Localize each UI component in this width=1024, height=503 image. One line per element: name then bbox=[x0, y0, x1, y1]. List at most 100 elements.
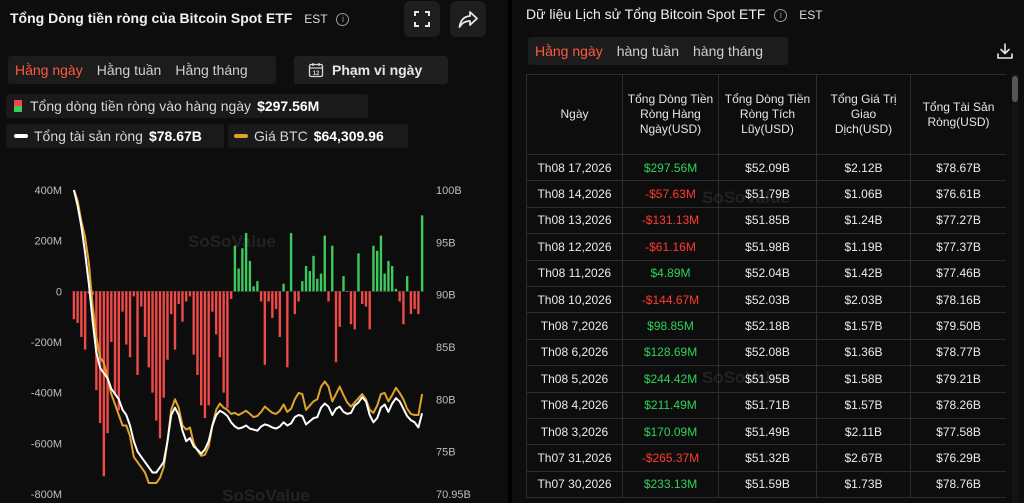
flow-bar[interactable] bbox=[233, 245, 237, 292]
flow-bar[interactable] bbox=[173, 291, 177, 350]
tab-daily[interactable]: Hằng ngày bbox=[535, 43, 603, 59]
flow-bar[interactable] bbox=[237, 268, 240, 292]
flow-bar[interactable] bbox=[394, 288, 398, 292]
flow-bar[interactable] bbox=[83, 291, 87, 350]
tab-monthly[interactable]: hàng tháng bbox=[693, 43, 764, 59]
flow-bar[interactable] bbox=[214, 291, 218, 335]
table-scrollbar[interactable] bbox=[1012, 74, 1018, 503]
flow-bar[interactable] bbox=[331, 245, 334, 292]
flow-bar[interactable] bbox=[207, 291, 210, 406]
flow-bar[interactable] bbox=[252, 286, 255, 292]
flow-bar[interactable] bbox=[323, 235, 326, 292]
flow-bar[interactable] bbox=[218, 291, 222, 358]
flow-bar[interactable] bbox=[196, 291, 199, 375]
flow-bar[interactable] bbox=[143, 291, 147, 337]
flow-bar[interactable] bbox=[297, 291, 300, 302]
flow-bar[interactable] bbox=[379, 235, 383, 292]
flow-bar[interactable] bbox=[390, 266, 394, 292]
tab-daily[interactable]: Hằng ngày bbox=[15, 62, 83, 78]
table-row[interactable]: Th08 4,2026 $211.49M $51.71B $1.57B $78.26B bbox=[526, 392, 1006, 419]
flow-bar[interactable] bbox=[312, 255, 315, 292]
flow-bar[interactable] bbox=[278, 291, 282, 337]
flow-bar[interactable] bbox=[140, 291, 143, 307]
flow-bar[interactable] bbox=[349, 291, 353, 325]
date-range-button[interactable]: 12 Phạm vi ngày bbox=[294, 56, 448, 84]
flow-bar[interactable] bbox=[128, 291, 132, 358]
table-row[interactable]: Th08 5,2026 $244.42M $51.95B $1.58B $79.21B bbox=[526, 365, 1006, 393]
flow-bar[interactable] bbox=[170, 291, 173, 315]
flow-bar[interactable] bbox=[222, 291, 225, 393]
flow-bar[interactable] bbox=[76, 291, 79, 323]
flow-bar[interactable] bbox=[117, 291, 121, 411]
flow-bar[interactable] bbox=[353, 291, 356, 330]
flow-bar[interactable] bbox=[402, 291, 405, 325]
flow-bar[interactable] bbox=[289, 233, 293, 292]
flow-bar[interactable] bbox=[162, 291, 165, 398]
flow-bar[interactable] bbox=[334, 291, 338, 363]
flow-bar[interactable] bbox=[226, 291, 229, 408]
legend-net-flow[interactable]: Tổng dòng tiền ròng vào hàng ngày $297.5… bbox=[6, 94, 368, 118]
flow-bar[interactable] bbox=[244, 233, 248, 292]
flow-bar[interactable] bbox=[188, 291, 192, 297]
table-row[interactable]: Th08 3,2026 $170.09M $51.49B $2.11B $77.58B bbox=[526, 418, 1006, 446]
flow-bar[interactable] bbox=[271, 291, 274, 318]
flow-bar[interactable] bbox=[405, 276, 409, 292]
download-icon[interactable] bbox=[996, 42, 1014, 60]
flow-bar[interactable] bbox=[304, 266, 308, 292]
flow-bar[interactable] bbox=[282, 283, 285, 292]
flow-bar[interactable] bbox=[383, 273, 386, 292]
flow-bar[interactable] bbox=[342, 276, 345, 292]
table-row[interactable]: Th08 17,2026 $297.56M $52.09B $2.12B $78.67B bbox=[526, 154, 1006, 182]
flow-bar[interactable] bbox=[327, 291, 330, 302]
table-row[interactable]: Th08 11,2026 $4.89M $52.04B $1.42B $77.46B bbox=[526, 260, 1006, 287]
flow-bar[interactable] bbox=[147, 291, 150, 368]
legend-net-assets[interactable]: Tổng tài sản ròng $78.67B bbox=[6, 124, 224, 148]
flow-bar[interactable] bbox=[192, 291, 195, 355]
info-icon[interactable]: i bbox=[774, 9, 788, 22]
table-row[interactable]: Th08 10,2026 -$144.67M $52.03B $2.03B $78.16… bbox=[526, 286, 1006, 314]
flow-bar[interactable] bbox=[158, 291, 162, 439]
table-row[interactable]: Th08 14,2026 -$57.63M $51.79B $1.06B $76.61B bbox=[526, 180, 1006, 208]
flow-bar[interactable] bbox=[136, 291, 139, 375]
table-row[interactable]: Th08 6,2026 $128.69M $52.08B $1.36B $78.77B bbox=[526, 339, 1006, 367]
flow-bar[interactable] bbox=[241, 248, 244, 292]
flow-bar[interactable] bbox=[420, 215, 424, 292]
flow-bar[interactable] bbox=[166, 291, 169, 360]
flow-bar[interactable] bbox=[110, 291, 113, 342]
share-button[interactable] bbox=[450, 1, 486, 37]
flow-bar[interactable] bbox=[259, 291, 263, 302]
table-row[interactable]: Th08 7,2026 $98.85M $52.18B $1.57B $79.50B bbox=[526, 312, 1006, 340]
table-row[interactable]: Th07 30,2026 $233.13M $51.59B $1.73B $78.76B bbox=[526, 471, 1006, 499]
flow-bar[interactable] bbox=[286, 291, 289, 368]
flow-bar[interactable] bbox=[398, 291, 401, 302]
flow-bar[interactable] bbox=[387, 260, 390, 292]
flow-bar[interactable] bbox=[301, 281, 304, 292]
flow-bar[interactable] bbox=[102, 291, 106, 477]
flow-bar[interactable] bbox=[181, 291, 184, 322]
flow-bar[interactable] bbox=[293, 291, 297, 315]
flow-bar[interactable] bbox=[229, 291, 233, 299]
net-assets-line[interactable] bbox=[72, 189, 424, 474]
history-table[interactable]: Ngày Tổng Dòng Tiền Ròng Hàng Ngày(USD) Tổ… bbox=[526, 74, 1006, 503]
flow-bar[interactable] bbox=[319, 273, 323, 292]
net-flow-chart[interactable]: 400M 200M 0 -200M -400M -600M -800M 100B 95B 90B… bbox=[0, 178, 508, 503]
flow-bar[interactable] bbox=[413, 291, 416, 310]
flow-bar[interactable] bbox=[91, 291, 94, 296]
flow-bar[interactable] bbox=[267, 291, 270, 302]
flow-bar[interactable] bbox=[185, 291, 188, 302]
info-icon[interactable]: i bbox=[336, 13, 350, 26]
flow-bar[interactable] bbox=[274, 291, 278, 310]
flow-bar[interactable] bbox=[72, 291, 76, 320]
flow-bar[interactable] bbox=[125, 291, 128, 345]
flow-bar[interactable] bbox=[263, 291, 267, 365]
table-scroll-thumb[interactable] bbox=[1012, 76, 1018, 102]
flow-bar[interactable] bbox=[113, 291, 117, 396]
flow-bar[interactable] bbox=[248, 260, 252, 292]
flow-bar[interactable] bbox=[368, 291, 371, 330]
btc-price-line[interactable] bbox=[72, 189, 424, 484]
flow-bar[interactable] bbox=[121, 291, 124, 312]
flow-bar[interactable] bbox=[364, 291, 368, 307]
flow-bar[interactable] bbox=[151, 291, 154, 393]
table-row[interactable]: Th07 31,2026 -$265.37M $51.32B $2.67B $76.29… bbox=[526, 444, 1006, 472]
flow-bar[interactable] bbox=[417, 291, 420, 315]
